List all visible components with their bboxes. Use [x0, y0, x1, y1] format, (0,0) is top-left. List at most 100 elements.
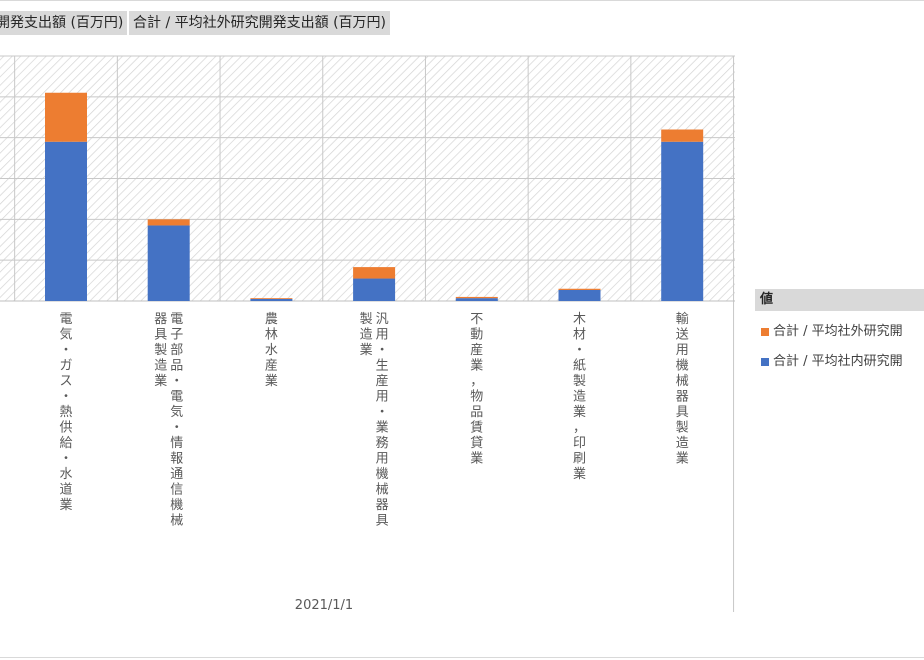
- category-label-char: 給: [59, 436, 72, 451]
- category-label-char: 業: [59, 497, 72, 513]
- legend-header: 値: [755, 289, 924, 311]
- category-label-char: 不: [470, 312, 483, 327]
- category-label-char: 電: [170, 390, 183, 405]
- category-label-char: 造: [573, 390, 586, 405]
- category-label-char: 材: [573, 328, 586, 343]
- bar-segment-external[interactable]: [558, 288, 601, 290]
- bar-segment-internal[interactable]: [45, 141, 87, 301]
- category-label-char: 品: [470, 405, 483, 420]
- legend-swatch-blue: [761, 357, 769, 366]
- bar-segment-internal[interactable]: [250, 298, 293, 301]
- frame-bottom-border: [0, 657, 924, 658]
- category-label-char: 生: [376, 359, 389, 374]
- legend-item-internal[interactable]: 合計 / 平均社内研究開: [761, 350, 903, 369]
- bar-segment-external[interactable]: [45, 92, 87, 142]
- category-label-char: 器: [376, 498, 389, 513]
- category-label-char: 造: [360, 328, 373, 343]
- category-label-char: 業: [470, 451, 483, 467]
- bar-segment-external[interactable]: [147, 219, 190, 226]
- category-label-char: 道: [59, 483, 72, 498]
- category-label-char: 信: [170, 483, 183, 498]
- category-label-char: 情: [170, 436, 183, 451]
- category-label-char: ・: [59, 390, 72, 405]
- category-label-char: ・: [170, 374, 183, 389]
- category-label-char: 動: [470, 328, 483, 343]
- category-label-char: 部: [170, 343, 183, 358]
- category-label-char: 熱: [59, 405, 72, 420]
- category-label-char: ・: [170, 421, 183, 436]
- category-label-char: ・: [376, 343, 389, 358]
- category-label-char: 機: [170, 498, 183, 513]
- category-label-char: 気: [170, 404, 183, 420]
- legend: 値 合計 / 平均社外研究開 合計 / 平均社内研究開: [755, 289, 924, 619]
- category-label-char: 製: [676, 421, 689, 436]
- field-button-value-1[interactable]: 開発支出額 (百万円): [0, 11, 128, 35]
- category-label-char: 械: [376, 483, 389, 498]
- category-label-char: 木: [573, 312, 586, 327]
- category-label-char: 送: [676, 328, 689, 343]
- category-label-char: ス: [59, 374, 72, 389]
- x-axis-title: 2021/1/1: [295, 598, 353, 613]
- bar-segment-external[interactable]: [353, 267, 396, 279]
- category-label-char: 印: [573, 436, 586, 451]
- category-label-char: 造: [676, 436, 689, 451]
- category-label-char: 器: [676, 390, 689, 405]
- category-label-char: 業: [360, 342, 373, 358]
- bar-segment-internal[interactable]: [147, 225, 190, 301]
- category-label-char: 製: [573, 374, 586, 389]
- category-label-char: ，: [573, 421, 586, 436]
- category-label-char: 林: [265, 328, 278, 343]
- bar-segment-external[interactable]: [661, 129, 704, 142]
- category-label-char: 械: [676, 374, 689, 389]
- category-label-char: 品: [170, 359, 183, 374]
- category-label-char: 子: [170, 328, 183, 343]
- category-label-char: 用: [376, 328, 389, 343]
- category-label-char: 機: [676, 359, 689, 374]
- category-label-char: 産: [265, 358, 278, 374]
- category-label-char: 業: [573, 404, 586, 420]
- category-label-char: 刷: [573, 452, 586, 467]
- category-label-char: 貸: [470, 435, 483, 451]
- category-label-char: ，: [470, 374, 483, 389]
- frame-top-border: [0, 0, 924, 1]
- category-label-char: 賃: [470, 421, 483, 436]
- category-label-char: 械: [170, 514, 183, 529]
- bar-segment-external[interactable]: [250, 298, 293, 299]
- category-label: 電気・ガス・熱供給・水道業: [59, 312, 72, 513]
- category-label-char: 輸: [676, 312, 689, 327]
- legend-swatch-orange: [761, 327, 769, 336]
- category-label-char: 用: [376, 452, 389, 467]
- category-label-char: 用: [676, 343, 689, 358]
- category-label-char: 業: [676, 451, 689, 467]
- bar-segment-internal[interactable]: [558, 289, 601, 301]
- category-label-char: 電: [170, 312, 183, 327]
- field-button-value-2[interactable]: 合計 / 平均社外研究開発支出額 (百万円): [129, 11, 390, 35]
- category-label-char: 器: [154, 312, 167, 327]
- bar-segment-internal[interactable]: [455, 298, 498, 301]
- category-label-char: 農: [265, 312, 278, 327]
- category-label-char: 具: [154, 328, 167, 343]
- bar-segment-external[interactable]: [455, 296, 498, 299]
- category-label-char: ・: [376, 405, 389, 420]
- category-label-char: 業: [470, 358, 483, 374]
- bar-segment-internal[interactable]: [661, 141, 704, 301]
- category-label-char: 気: [59, 327, 72, 343]
- category-label-char: ガ: [59, 359, 72, 374]
- category-label-char: 汎: [376, 312, 389, 327]
- legend-label-internal: 合計 / 平均社内研究開: [773, 354, 903, 369]
- legend-item-external[interactable]: 合計 / 平均社外研究開: [761, 320, 903, 339]
- legend-label-external: 合計 / 平均社外研究開: [773, 324, 903, 339]
- category-label-char: 水: [265, 343, 278, 358]
- category-label-char: 製: [154, 343, 167, 358]
- category-label-char: 通: [170, 467, 183, 482]
- category-label-char: 業: [376, 420, 389, 436]
- category-label-char: 務: [376, 436, 389, 451]
- bar-segment-internal[interactable]: [353, 278, 396, 301]
